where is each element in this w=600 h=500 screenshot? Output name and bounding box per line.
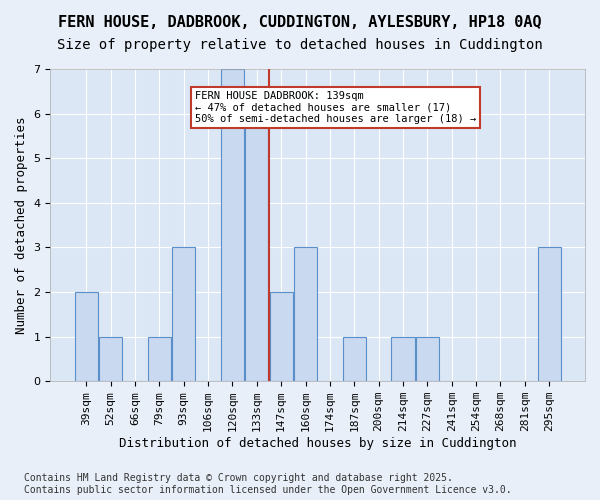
Bar xyxy=(221,69,244,381)
Y-axis label: Number of detached properties: Number of detached properties xyxy=(15,116,28,334)
Bar xyxy=(294,248,317,381)
Bar xyxy=(391,336,415,381)
Bar xyxy=(538,248,561,381)
X-axis label: Distribution of detached houses by size in Cuddington: Distribution of detached houses by size … xyxy=(119,437,517,450)
Text: Size of property relative to detached houses in Cuddington: Size of property relative to detached ho… xyxy=(57,38,543,52)
Bar xyxy=(416,336,439,381)
Text: Contains HM Land Registry data © Crown copyright and database right 2025.
Contai: Contains HM Land Registry data © Crown c… xyxy=(24,474,512,495)
Bar xyxy=(99,336,122,381)
Bar xyxy=(148,336,171,381)
Bar xyxy=(269,292,293,381)
Text: FERN HOUSE DADBROOK: 139sqm
← 47% of detached houses are smaller (17)
50% of sem: FERN HOUSE DADBROOK: 139sqm ← 47% of det… xyxy=(195,91,476,124)
Bar xyxy=(172,248,195,381)
Text: FERN HOUSE, DADBROOK, CUDDINGTON, AYLESBURY, HP18 0AQ: FERN HOUSE, DADBROOK, CUDDINGTON, AYLESB… xyxy=(58,15,542,30)
Bar xyxy=(343,336,366,381)
Bar xyxy=(75,292,98,381)
Bar xyxy=(245,114,268,381)
